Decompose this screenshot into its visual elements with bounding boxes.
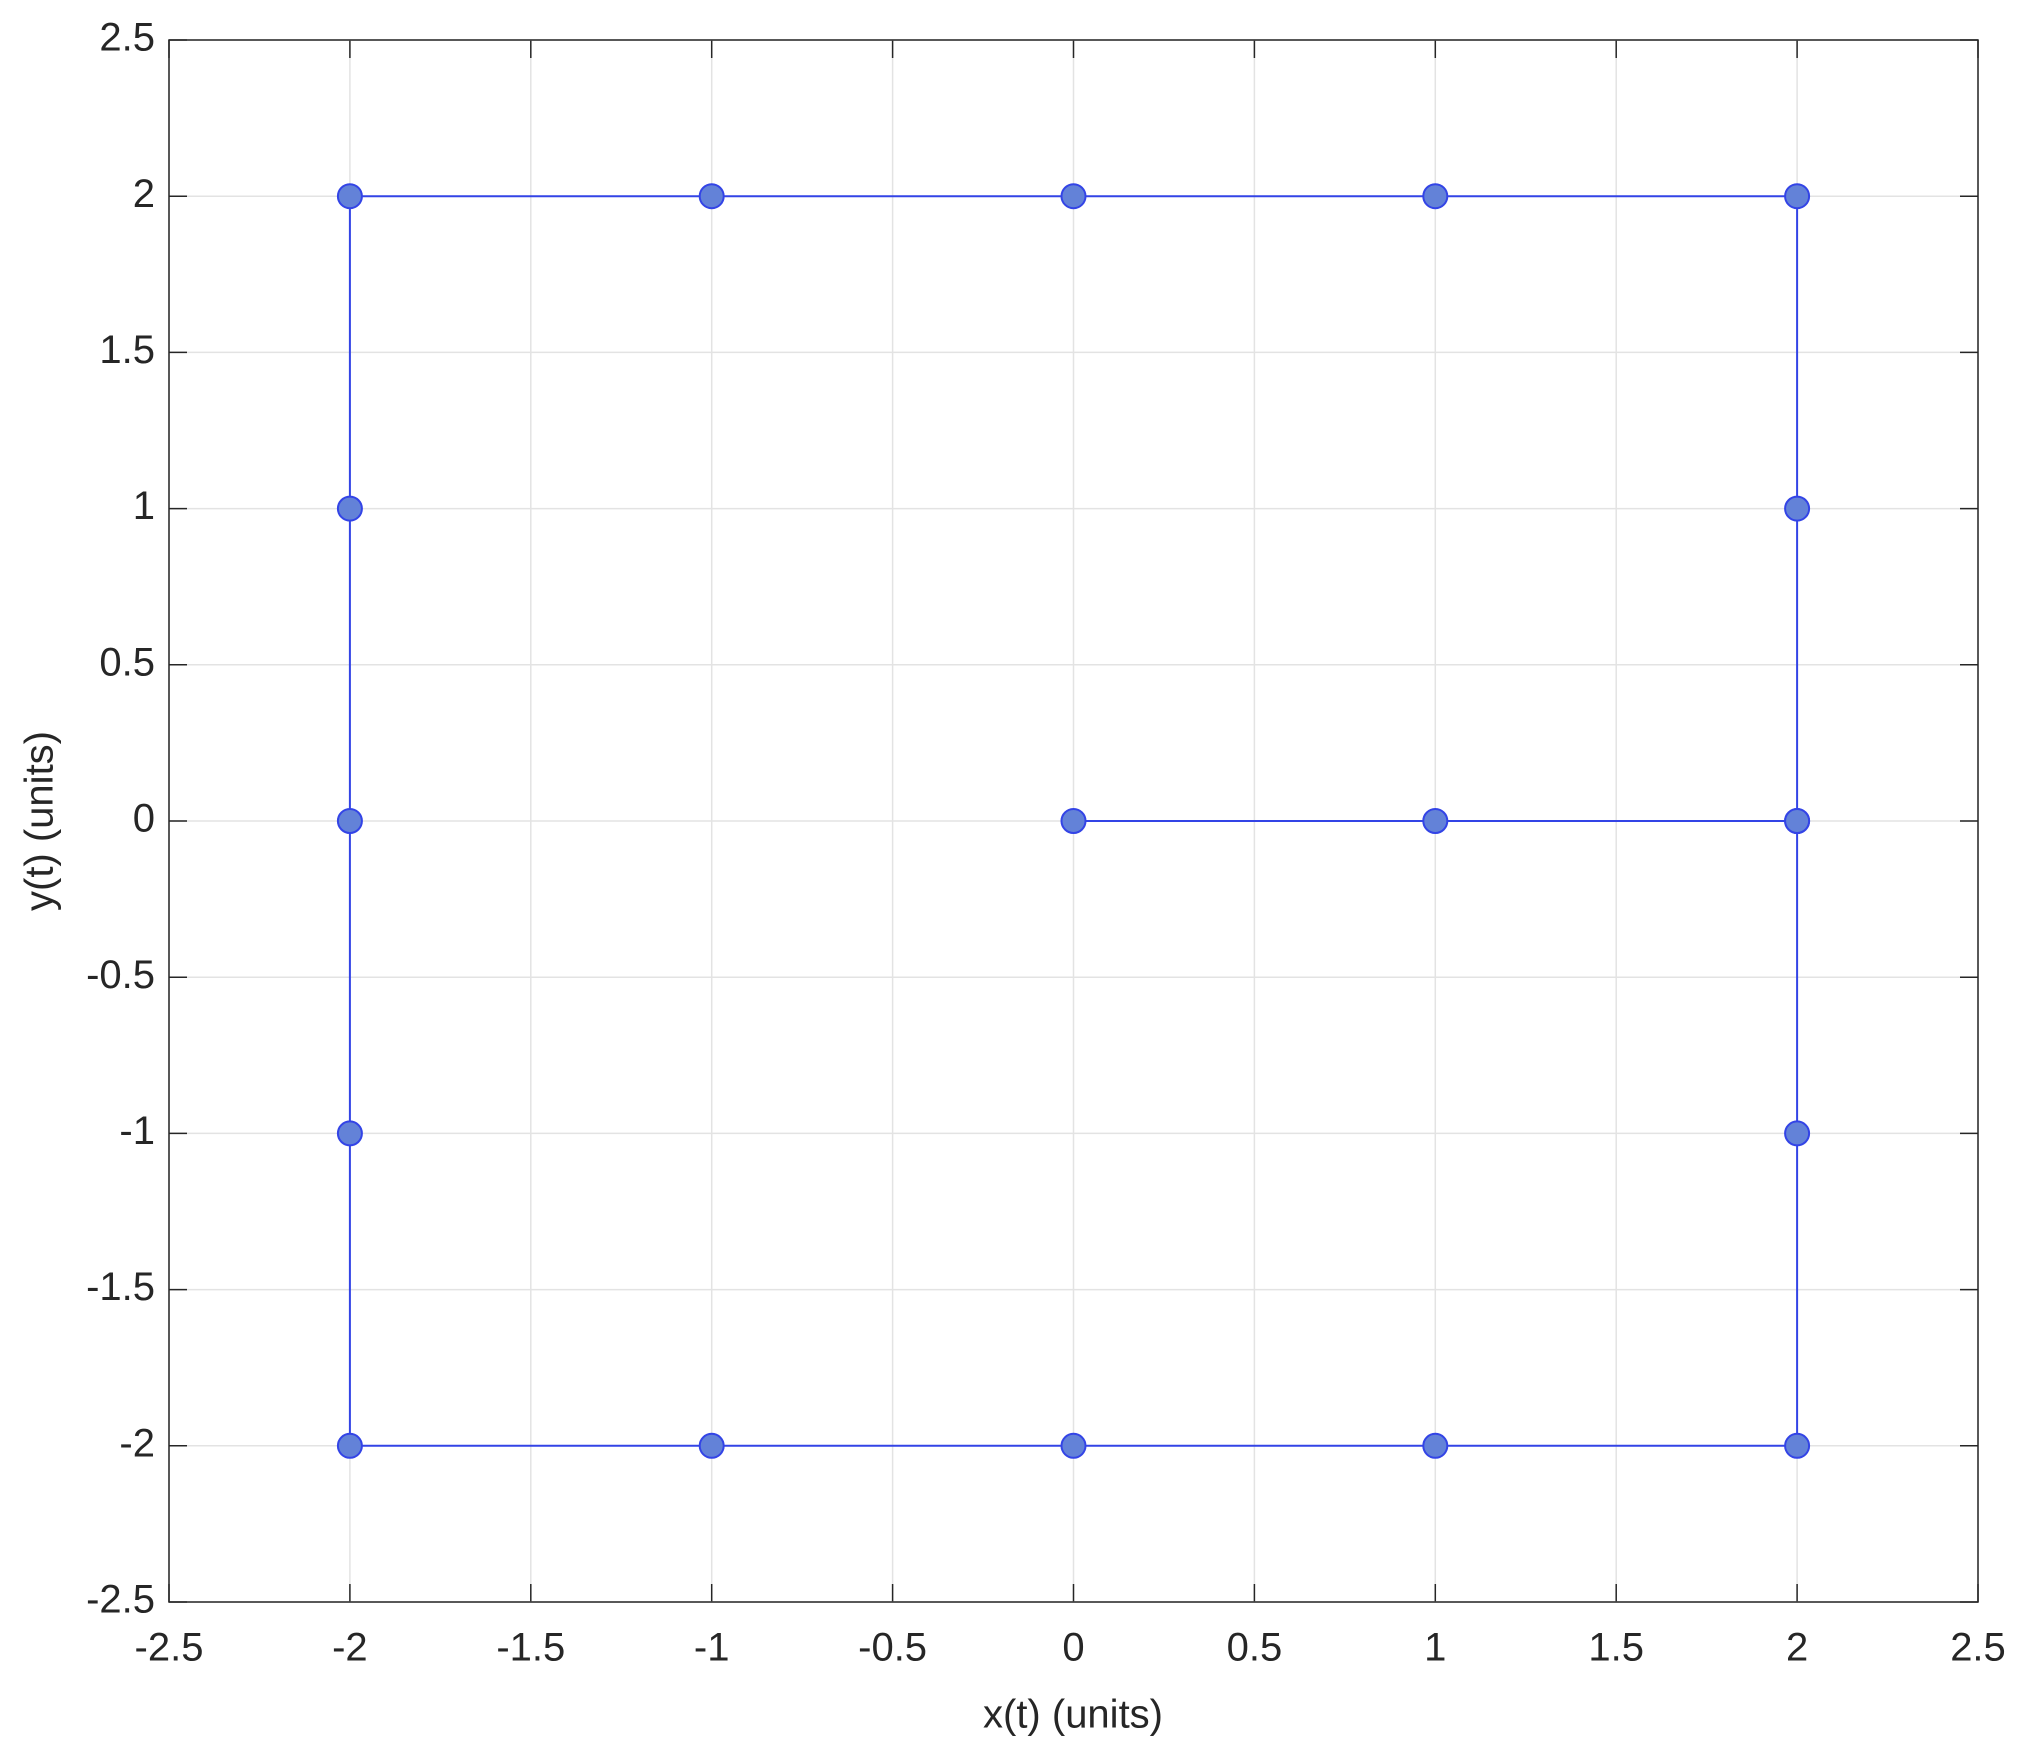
data-point xyxy=(1422,808,1449,834)
data-point xyxy=(698,183,725,210)
y-tick-label: 0.5 xyxy=(99,640,155,684)
y-tick-label: 1 xyxy=(133,484,155,528)
data-point xyxy=(1784,808,1811,834)
x-tick-label: 0.5 xyxy=(1227,1626,1283,1670)
x-tick-label: 2 xyxy=(1786,1626,1808,1670)
data-point xyxy=(1060,1432,1087,1459)
data-point xyxy=(1784,183,1811,210)
data-point xyxy=(1422,183,1449,210)
x-axis-label: x(t) (units) xyxy=(983,1693,1163,1737)
x-tick-label: -1 xyxy=(694,1626,730,1670)
x-tick-label: 0 xyxy=(1062,1626,1084,1670)
y-tick-label: -2 xyxy=(119,1421,155,1465)
y-tick-label: 1.5 xyxy=(99,328,155,372)
data-point xyxy=(336,1120,363,1147)
data-point xyxy=(336,495,363,522)
data-point xyxy=(336,808,363,834)
data-point xyxy=(336,183,363,210)
plot-frame xyxy=(168,39,1979,1603)
data-point xyxy=(1422,1432,1449,1459)
data-point xyxy=(698,1432,725,1459)
data-point xyxy=(1784,1120,1811,1147)
x-tick-label: -0.5 xyxy=(858,1626,927,1670)
y-tick-label: 2.5 xyxy=(99,16,155,60)
y-tick-label: -2.5 xyxy=(86,1578,155,1622)
x-tick-label: -1.5 xyxy=(496,1626,565,1670)
y-tick-label: 2 xyxy=(133,172,155,216)
y-axis-label: y(t) (units) xyxy=(18,731,62,911)
x-tick-label: -2.5 xyxy=(135,1626,204,1670)
data-point xyxy=(1784,495,1811,522)
y-tick-label: -0.5 xyxy=(86,953,155,997)
y-tick-label: 0 xyxy=(133,797,155,841)
data-point xyxy=(1060,183,1087,210)
data-point xyxy=(336,1432,363,1459)
x-tick-label: 1 xyxy=(1424,1626,1446,1670)
data-point xyxy=(1784,1432,1811,1459)
x-tick-label: 1.5 xyxy=(1588,1626,1644,1670)
y-tick-label: -1.5 xyxy=(86,1265,155,1309)
x-tick-label: 2.5 xyxy=(1950,1626,2006,1670)
x-tick-label: -2 xyxy=(332,1626,368,1670)
data-point xyxy=(1060,808,1087,834)
y-tick-label: -1 xyxy=(119,1109,155,1153)
